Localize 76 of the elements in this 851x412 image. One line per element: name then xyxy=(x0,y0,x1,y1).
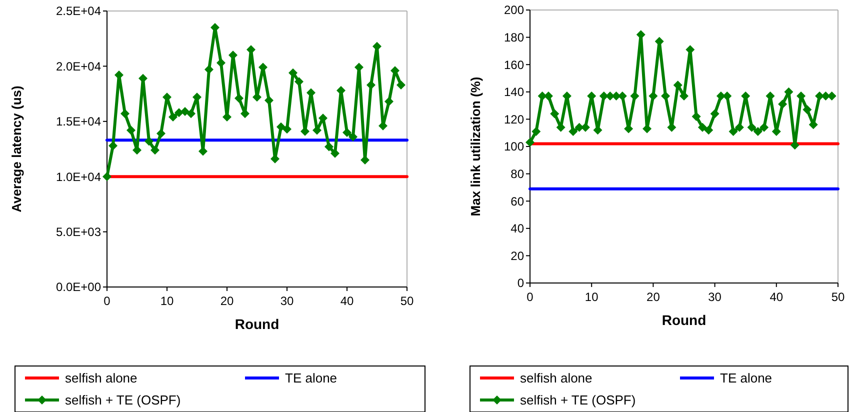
point xyxy=(168,112,178,122)
x-tick-label: 30 xyxy=(280,294,294,308)
point xyxy=(648,91,658,100)
y-tick-label: 2.0E+04 xyxy=(56,59,102,74)
point xyxy=(366,80,376,90)
point xyxy=(526,138,534,147)
point xyxy=(180,106,190,116)
point xyxy=(120,109,130,118)
point xyxy=(747,122,756,132)
legend-label: TE alone xyxy=(285,370,338,386)
point xyxy=(753,126,762,136)
y-tick-label: 60 xyxy=(510,194,524,208)
point xyxy=(126,126,136,135)
point xyxy=(396,80,406,90)
x-axis-title: Round xyxy=(234,316,280,332)
point xyxy=(802,105,812,114)
y-tick-label: 20 xyxy=(510,248,524,263)
point xyxy=(150,146,160,155)
point xyxy=(550,109,560,118)
point xyxy=(102,172,112,182)
y-tick-label: 1.5E+04 xyxy=(56,114,102,129)
point xyxy=(282,124,292,134)
x-tick-label: 10 xyxy=(584,290,599,304)
point xyxy=(704,126,714,135)
x-tick-label: 0 xyxy=(104,294,111,308)
legend-label: TE alone xyxy=(720,370,772,386)
point xyxy=(294,77,304,86)
point xyxy=(728,126,738,136)
point xyxy=(734,122,744,132)
legend-label: selfish + TE (OSPF) xyxy=(65,392,181,408)
point xyxy=(234,94,244,103)
y-tick-label: 100 xyxy=(504,140,524,154)
point xyxy=(144,136,154,146)
x-tick-label: 20 xyxy=(220,294,234,308)
y-tick-label: 120 xyxy=(504,112,524,126)
point xyxy=(186,109,196,118)
x-tick-label: 10 xyxy=(160,294,174,308)
x-tick-label: 40 xyxy=(340,294,354,308)
point xyxy=(108,141,118,150)
legend-label: selfish alone xyxy=(65,370,138,386)
point xyxy=(568,126,578,136)
point xyxy=(276,122,286,132)
y-tick-label: 2.5E+04 xyxy=(56,4,102,18)
y-tick-label: 1.0E+04 xyxy=(56,170,102,184)
point xyxy=(778,100,788,109)
y-tick-label: 40 xyxy=(510,222,524,236)
y-tick-label: 140 xyxy=(504,85,524,100)
point xyxy=(384,97,394,106)
y-axis-title: Average latency (us) xyxy=(9,86,24,212)
point xyxy=(324,142,334,152)
x-axis-title: Round xyxy=(662,312,706,328)
y-tick-label: 0.0E+00 xyxy=(56,280,102,294)
point xyxy=(630,91,640,100)
point xyxy=(532,126,541,136)
y-tick-label: 180 xyxy=(504,30,524,44)
y-tick-label: 80 xyxy=(510,167,524,181)
point xyxy=(710,109,720,118)
x-tick-label: 50 xyxy=(400,294,414,308)
x-tick-label: 0 xyxy=(526,290,534,304)
point xyxy=(698,122,707,132)
y-axis-title: Max link utilization (%) xyxy=(468,76,483,216)
x-tick-label: 30 xyxy=(708,290,722,304)
y-tick-label: 160 xyxy=(504,58,524,72)
point xyxy=(174,108,184,118)
y-tick-label: 5.0E+03 xyxy=(56,225,102,239)
x-tick-label: 50 xyxy=(831,290,845,304)
point xyxy=(216,58,226,68)
legend-label: selfish + TE (OSPF) xyxy=(520,392,636,408)
x-tick-label: 20 xyxy=(646,290,660,304)
point xyxy=(760,122,769,132)
legend-label: selfish alone xyxy=(520,370,592,386)
point xyxy=(264,96,274,105)
x-tick-label: 40 xyxy=(770,290,784,304)
y-tick-label: 200 xyxy=(504,3,524,18)
y-tick-label: 0 xyxy=(517,276,524,290)
point xyxy=(156,129,166,138)
